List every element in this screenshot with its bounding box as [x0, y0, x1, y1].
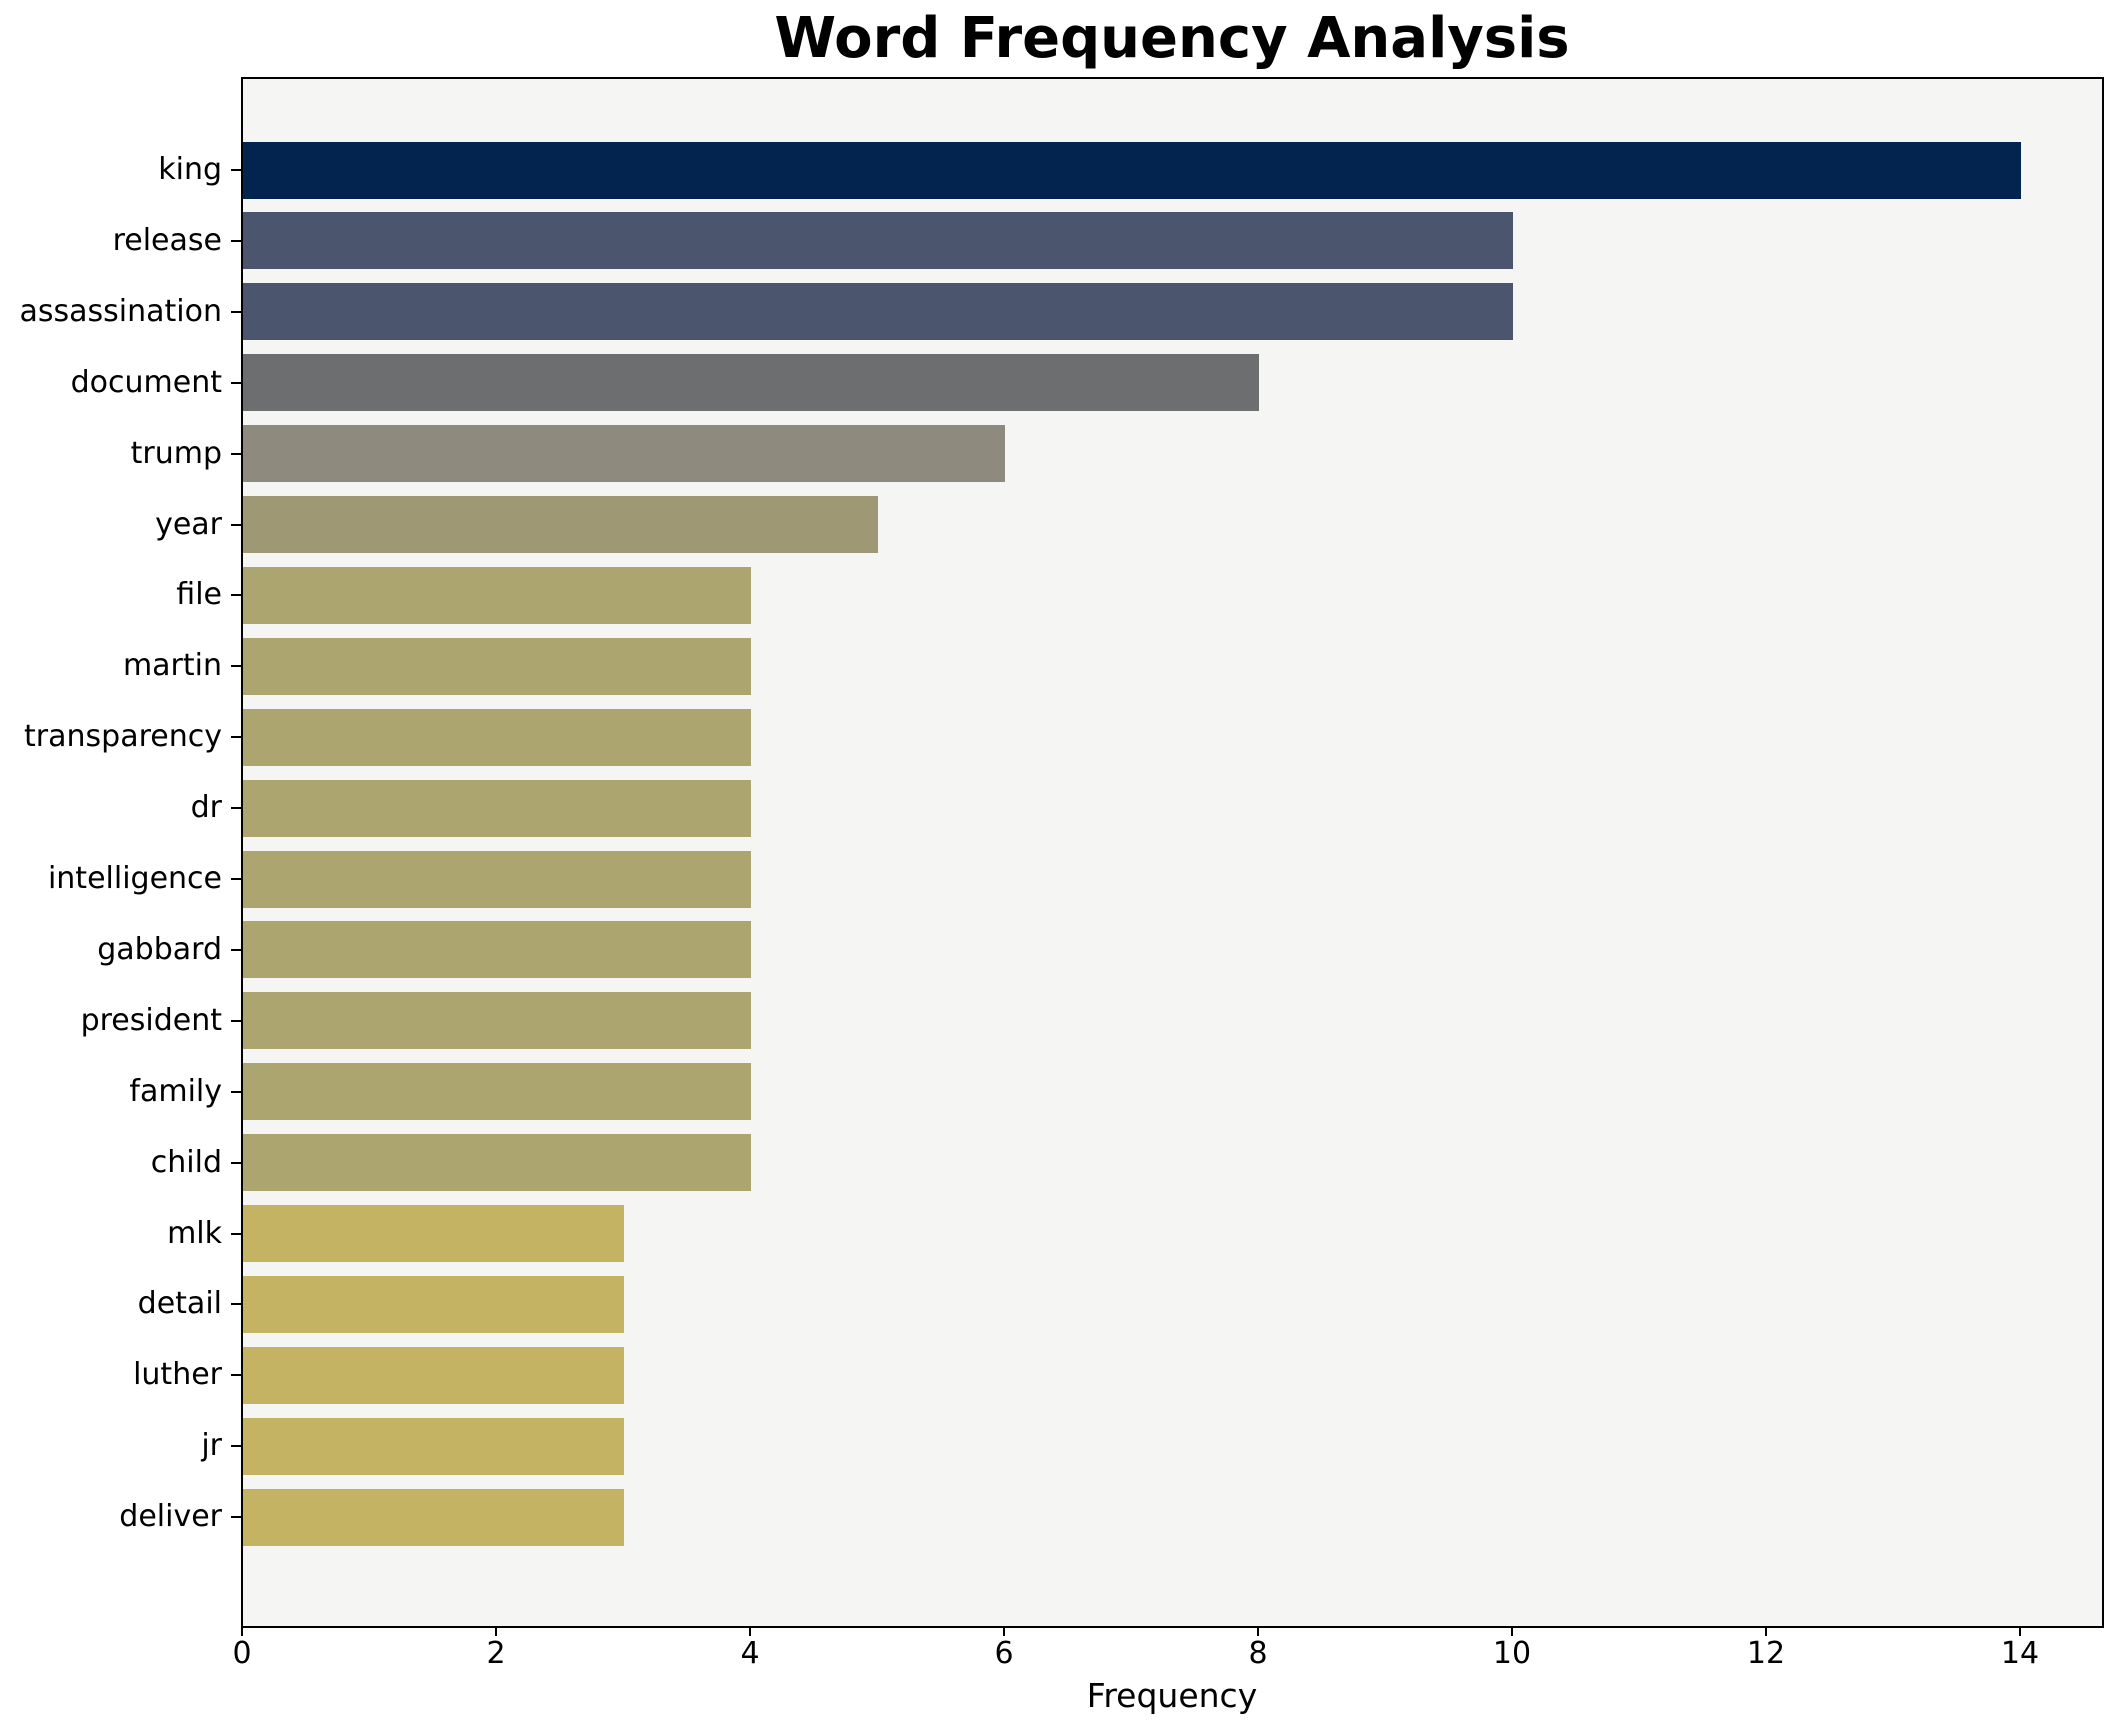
y-tick-label-deliver: deliver — [119, 1499, 222, 1535]
bar-gabbard — [243, 921, 751, 979]
bar-detail — [243, 1275, 624, 1333]
y-tick-mark — [231, 594, 241, 597]
x-tick-mark — [2019, 1628, 2021, 1636]
y-tick-mark — [231, 1445, 241, 1448]
bar-child — [243, 1134, 751, 1192]
x-tick-label-6: 6 — [994, 1636, 1014, 1671]
y-tick-mark — [231, 1232, 241, 1235]
y-tick-mark — [231, 169, 241, 171]
y-tick-mark — [231, 1516, 241, 1519]
bar-release — [243, 212, 1513, 270]
x-tick-label-10: 10 — [1492, 1636, 1532, 1671]
x-tick-label-2: 2 — [486, 1636, 506, 1671]
y-tick-label-trump: trump — [130, 435, 222, 471]
y-tick-mark — [231, 239, 241, 242]
y-tick-mark — [231, 381, 241, 384]
bar-king — [243, 141, 2021, 199]
y-tick-mark — [231, 1303, 241, 1306]
y-tick-label-file: file — [176, 577, 222, 613]
y-tick-label-detail: detail — [137, 1286, 222, 1322]
bar-dr — [243, 779, 751, 837]
x-tick-mark — [1003, 1628, 1005, 1636]
bar-martin — [243, 637, 751, 695]
y-tick-label-luther: luther — [133, 1357, 222, 1393]
x-tick-label-14: 14 — [2000, 1636, 2040, 1671]
y-tick-mark — [231, 807, 241, 810]
y-tick-label-president: president — [80, 1002, 222, 1038]
y-tick-mark — [231, 1090, 241, 1093]
y-tick-label-gabbard: gabbard — [97, 931, 222, 967]
y-tick-label-jr: jr — [201, 1428, 222, 1464]
y-tick-mark — [231, 1161, 241, 1164]
y-tick-label-intelligence: intelligence — [47, 861, 222, 896]
bar-document — [243, 354, 1259, 412]
x-tick-mark — [1765, 1628, 1767, 1636]
x-tick-label-4: 4 — [740, 1636, 760, 1671]
x-tick-mark — [1511, 1628, 1513, 1636]
y-tick-label-mlk: mlk — [167, 1215, 222, 1251]
y-tick-label-year: year — [155, 506, 222, 542]
y-tick-label-family: family — [129, 1073, 222, 1109]
bar-transparency — [243, 708, 751, 766]
bar-president — [243, 992, 751, 1050]
bar-luther — [243, 1346, 624, 1404]
y-tick-mark — [231, 1019, 241, 1022]
y-tick-label-martin: martin — [122, 648, 222, 684]
chart-title: Word Frequency Analysis — [774, 6, 1570, 71]
y-tick-label-dr: dr — [190, 790, 222, 826]
y-tick-mark — [231, 1374, 241, 1377]
bar-family — [243, 1063, 751, 1121]
bar-mlk — [243, 1205, 624, 1262]
bar-file — [243, 566, 751, 624]
y-tick-label-king: king — [158, 152, 222, 187]
bar-intelligence — [243, 850, 751, 908]
y-tick-label-child: child — [150, 1144, 222, 1180]
bar-jr — [243, 1417, 624, 1475]
x-tick-mark — [495, 1628, 497, 1636]
y-tick-label-transparency: transparency — [24, 719, 222, 755]
y-tick-mark — [231, 452, 241, 455]
bar-trump — [243, 425, 1005, 483]
y-tick-label-assassination: assassination — [19, 293, 223, 329]
y-tick-mark — [231, 948, 241, 951]
bar-assassination — [243, 283, 1513, 341]
x-tick-mark — [749, 1628, 751, 1636]
x-tick-label-8: 8 — [1248, 1636, 1268, 1671]
y-tick-mark — [231, 736, 241, 739]
y-tick-mark — [231, 310, 241, 313]
y-tick-mark — [231, 665, 241, 668]
y-tick-label-document: document — [70, 364, 222, 400]
y-tick-mark — [231, 523, 241, 526]
x-tick-mark — [1257, 1628, 1259, 1636]
y-tick-label-release: release — [112, 222, 222, 258]
x-tick-label-0: 0 — [232, 1636, 252, 1671]
bar-year — [243, 496, 878, 553]
x-axis-title: Frequency — [1086, 1676, 1258, 1715]
bar-deliver — [243, 1488, 624, 1546]
y-tick-mark — [231, 878, 241, 880]
x-tick-label-12: 12 — [1746, 1636, 1786, 1671]
x-tick-mark — [241, 1628, 243, 1636]
